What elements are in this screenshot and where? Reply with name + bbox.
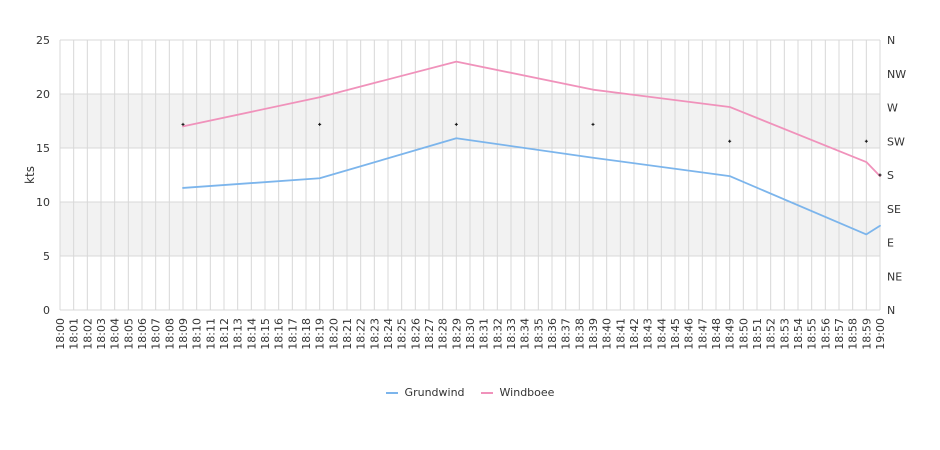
y2-axis-ticks: N NE E SE S SW W NW N (887, 34, 906, 317)
x-tick-label: 18:36 (546, 318, 559, 350)
x-tick-label: 18:20 (327, 318, 340, 350)
x-tick-label: 18:44 (655, 318, 668, 350)
x-tick-label: 18:47 (696, 318, 709, 350)
x-tick-label: 18:15 (259, 318, 272, 350)
x-tick-label: 18:43 (642, 318, 655, 350)
x-tick-label: 18:11 (204, 318, 217, 350)
x-tick-label: 18:08 (163, 318, 176, 350)
legend-label: Grundwind (404, 386, 465, 399)
series-line (182, 60, 881, 177)
x-tick-label: 18:07 (150, 318, 163, 350)
x-tick-label: 18:18 (300, 318, 313, 350)
x-tick-label: 18:05 (122, 318, 135, 350)
x-tick-label: 18:06 (136, 318, 149, 350)
x-tick-label: 18:00 (54, 318, 67, 350)
y2-tick-label: N (887, 34, 895, 47)
x-tick-label: 18:04 (109, 318, 122, 350)
x-tick-label: 18:57 (833, 318, 846, 350)
x-tick-label: 18:51 (751, 318, 764, 350)
x-tick-label: 18:28 (437, 318, 450, 350)
y-tick-label: 15 (36, 142, 50, 155)
x-tick-label: 18:23 (368, 318, 381, 350)
y-tick-label: 20 (36, 88, 50, 101)
x-tick-label: 18:19 (314, 318, 327, 350)
x-tick-label: 18:56 (819, 318, 832, 350)
x-tick-label: 18:14 (245, 318, 258, 350)
x-tick-label: 18:45 (669, 318, 682, 350)
legend: Grundwind Windboee (0, 386, 940, 399)
x-tick-label: 18:13 (232, 318, 245, 350)
x-tick-label: 18:53 (778, 318, 791, 350)
y2-tick-label: NE (887, 270, 902, 283)
x-tick-label: 18:40 (601, 318, 614, 350)
x-tick-label: 18:42 (628, 318, 641, 350)
x-tick-label: 18:21 (341, 318, 354, 350)
x-tick-label: 18:39 (587, 318, 600, 350)
x-tick-label: 18:02 (81, 318, 94, 350)
x-tick-label: 18:50 (737, 318, 750, 350)
legend-label: Windboee (499, 386, 555, 399)
y-tick-label: 5 (43, 250, 50, 263)
x-tick-label: 18:17 (286, 318, 299, 350)
x-tick-label: 18:09 (177, 318, 190, 350)
y2-tick-label: W (887, 102, 898, 115)
x-tick-label: 18:31 (478, 318, 491, 350)
direction-markers (181, 122, 882, 177)
y-tick-label: 0 (43, 304, 50, 317)
y-tick-label: 25 (36, 34, 50, 47)
x-tick-label: 18:26 (409, 318, 422, 350)
legend-swatch (480, 391, 493, 394)
x-tick-label: 18:03 (95, 318, 108, 350)
x-tick-label: 18:35 (532, 318, 545, 350)
x-tick-label: 18:12 (218, 318, 231, 350)
x-tick-label: 18:34 (519, 318, 532, 350)
legend-item[interactable]: Grundwind (385, 386, 465, 399)
x-tick-label: 18:24 (382, 318, 395, 350)
x-tick-label: 18:49 (724, 318, 737, 350)
y2-tick-label: E (887, 237, 894, 250)
y-axis-title: kts (23, 166, 37, 184)
x-tick-label: 19:00 (874, 318, 887, 350)
series-lines (182, 60, 881, 236)
x-tick-label: 18:48 (710, 318, 723, 350)
legend-swatch (385, 391, 398, 394)
y2-tick-label: SW (887, 135, 905, 148)
y-tick-label: 10 (36, 196, 50, 209)
y2-tick-label: S (887, 169, 894, 182)
y2-tick-label: N (887, 304, 895, 317)
x-tick-label: 18:10 (191, 318, 204, 350)
x-tick-label: 18:27 (423, 318, 436, 350)
x-tick-label: 18:52 (765, 318, 778, 350)
x-tick-label: 18:37 (560, 318, 573, 350)
x-tick-label: 18:22 (355, 318, 368, 350)
x-tick-label: 18:29 (450, 318, 463, 350)
x-tick-label: 18:16 (273, 318, 286, 350)
x-tick-label: 18:54 (792, 318, 805, 350)
y2-tick-label: SE (887, 203, 901, 216)
x-tick-label: 18:59 (860, 318, 873, 350)
series-line (182, 137, 881, 236)
x-tick-label: 18:41 (614, 318, 627, 350)
x-tick-label: 18:55 (806, 318, 819, 350)
x-tick-label: 18:25 (396, 318, 409, 350)
x-tick-label: 18:58 (847, 318, 860, 350)
x-tick-label: 18:46 (683, 318, 696, 350)
x-tick-label: 18:30 (464, 318, 477, 350)
legend-item[interactable]: Windboee (480, 386, 555, 399)
x-tick-label: 18:33 (505, 318, 518, 350)
x-tick-label: 18:32 (491, 318, 504, 350)
x-tick-label: 18:38 (573, 318, 586, 350)
x-tick-label: 18:01 (68, 318, 81, 350)
x-axis-ticks: 18:00 18:01 18:02 18:03 18:04 18:05 18:06 18:07… (54, 318, 887, 350)
gridlines (59, 39, 881, 311)
y2-tick-label: NW (887, 68, 906, 81)
y-axis-ticks: 0 5 10 15 20 25 (36, 34, 50, 317)
